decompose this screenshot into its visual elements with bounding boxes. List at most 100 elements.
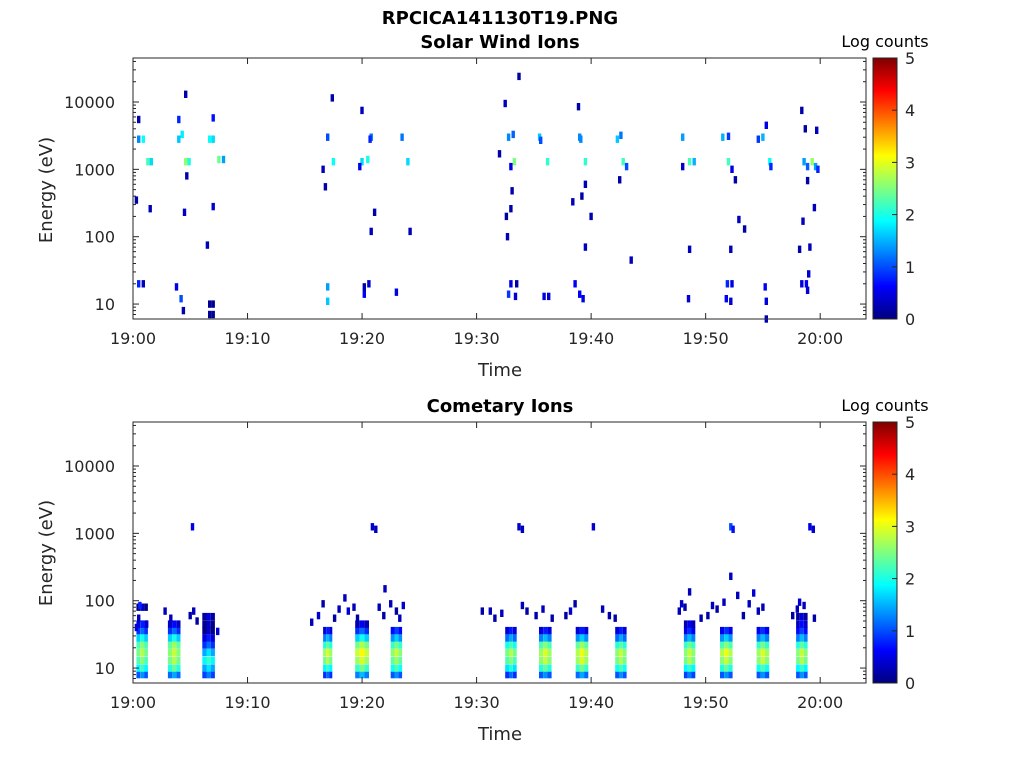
spectrogram-cell xyxy=(725,280,730,288)
spectrogram-cell xyxy=(687,648,692,657)
spectrogram-cell xyxy=(715,605,719,613)
spectrogram-cell xyxy=(144,648,148,657)
spectrogram-cell xyxy=(760,670,765,679)
spectrogram-cell xyxy=(720,656,725,665)
spectrogram-cell xyxy=(509,162,513,171)
spectrogram-cell xyxy=(144,603,148,611)
spectrogram-cell xyxy=(332,614,337,622)
spectrogram-cell xyxy=(760,634,765,642)
spectrogram-cell xyxy=(805,286,810,294)
spectrogram-cell xyxy=(343,594,347,602)
spectrogram-cell xyxy=(629,256,633,264)
spectrogram-cell xyxy=(729,297,733,305)
spectrogram-cell xyxy=(543,641,548,649)
spectrogram-cell xyxy=(176,664,181,672)
spectrogram-cell xyxy=(140,670,145,679)
spectrogram-cell xyxy=(796,648,800,657)
spectrogram-cell xyxy=(355,614,360,622)
spectrogram-cell xyxy=(687,620,692,628)
y-tick-label: 100 xyxy=(84,592,115,611)
spectrogram-cell xyxy=(803,125,807,133)
colorbar-tick-label: 4 xyxy=(905,101,915,120)
spectrogram-cell xyxy=(401,601,405,610)
spectrogram-cell xyxy=(406,158,410,166)
spectrogram-cell xyxy=(148,205,152,213)
spectrogram-cell xyxy=(706,611,710,620)
spectrogram-cell xyxy=(505,233,510,241)
spectrogram-cell xyxy=(720,634,725,642)
spectrogram-cell xyxy=(720,641,725,649)
spectrogram-cell xyxy=(506,290,511,298)
spectrogram-cell xyxy=(172,641,177,649)
spectrogram-cell xyxy=(547,670,552,679)
spectrogram-cell xyxy=(326,283,330,291)
spectrogram-cell xyxy=(541,605,545,613)
spectrogram-cell xyxy=(691,656,696,665)
spectrogram-cell xyxy=(210,656,215,665)
spectrogram-cell xyxy=(721,133,725,141)
spectrogram-cell xyxy=(547,634,552,642)
spectrogram-cell xyxy=(576,103,581,111)
spectrogram-cell xyxy=(677,607,681,615)
colorbar-tick-label: 2 xyxy=(905,206,915,225)
spectrogram-cell xyxy=(394,288,399,296)
spectrogram-cell xyxy=(512,656,517,665)
spectrogram-cell xyxy=(579,626,585,635)
spectrogram-cell xyxy=(622,656,627,665)
spectrogram-cell xyxy=(398,664,403,672)
y-axis-label: Energy (eV) xyxy=(36,500,57,606)
spectrogram-cell xyxy=(752,589,756,597)
spectrogram-cell xyxy=(394,664,399,672)
spectrogram-cell xyxy=(493,614,497,622)
spectrogram-cell xyxy=(144,641,148,649)
spectrogram-cell xyxy=(575,670,580,679)
spectrogram-cell xyxy=(329,626,333,635)
spectrogram-cell xyxy=(720,648,725,657)
colorbar-tick-label: 0 xyxy=(905,674,915,693)
spectrogram-cell xyxy=(575,656,580,665)
spectrogram-cell xyxy=(136,634,141,642)
colorbar-tick-label: 2 xyxy=(905,570,915,589)
spectrogram-cell xyxy=(221,155,226,164)
spectrogram-cell xyxy=(323,664,327,672)
spectrogram-cell xyxy=(579,670,585,679)
spectrogram-cell xyxy=(803,634,808,642)
x-tick-label: 19:30 xyxy=(454,693,500,712)
spectrogram-cell xyxy=(683,670,688,679)
spectrogram-cell xyxy=(503,99,507,108)
spectrogram-cell xyxy=(808,523,812,531)
spectrogram-cell xyxy=(509,656,513,665)
spectrogram-cell xyxy=(687,664,692,672)
spectrogram-cell xyxy=(137,115,141,124)
spectrogram-cell xyxy=(359,634,365,642)
spectrogram-cell xyxy=(691,664,696,672)
spectrogram-cell xyxy=(182,208,187,216)
spectrogram-cell xyxy=(364,641,369,649)
colorbar-label: Log counts xyxy=(841,396,928,415)
spectrogram-cell xyxy=(765,656,770,665)
spectrogram-cell xyxy=(359,670,365,679)
spectrogram-cell xyxy=(210,620,215,628)
spectrogram-cell xyxy=(800,612,804,621)
spectrogram-cell xyxy=(364,620,369,628)
spectrogram-cell xyxy=(337,605,341,613)
spectrogram-cell xyxy=(321,165,325,173)
spectrogram-cell xyxy=(765,626,770,635)
spectrogram-cell xyxy=(512,158,517,166)
spectrogram-cell xyxy=(765,634,770,642)
spectrogram-cell xyxy=(728,656,733,665)
spectrogram-cell xyxy=(686,295,691,303)
spectrogram-cell xyxy=(691,641,696,649)
spectrogram-cell xyxy=(149,158,153,166)
spectrogram-cell xyxy=(512,648,517,657)
panel-title: Cometary Ions xyxy=(427,396,574,417)
y-tick-label: 10000 xyxy=(64,457,115,476)
spectrogram-cell xyxy=(408,227,412,236)
spectrogram-cell xyxy=(547,664,552,672)
spectrogram-cell xyxy=(374,525,378,533)
spectrogram-cell xyxy=(584,626,589,635)
spectrogram-cell xyxy=(728,626,733,635)
spectrogram-cell xyxy=(687,670,692,679)
spectrogram-cell xyxy=(367,280,371,288)
spectrogram-cell xyxy=(208,135,212,143)
